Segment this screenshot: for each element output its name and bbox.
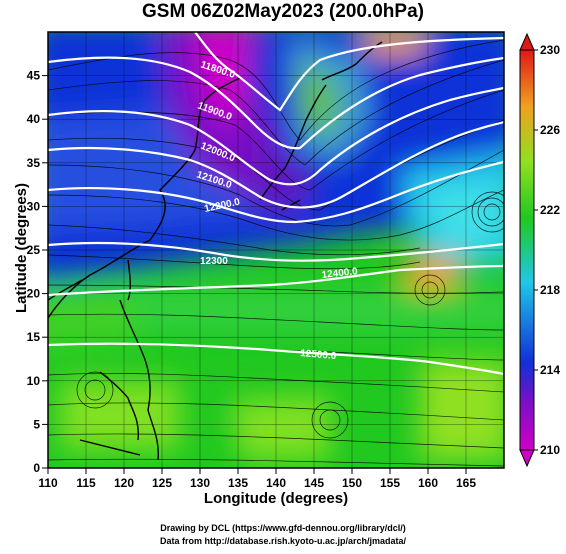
y-tick-5: 5 bbox=[33, 417, 40, 431]
x-tick-140: 140 bbox=[266, 476, 286, 490]
colorbar-max-arrow bbox=[519, 32, 535, 51]
colorbar-label-214: 214 bbox=[540, 363, 560, 377]
contour-line-12500 bbox=[48, 342, 504, 376]
y-tick-25: 25 bbox=[27, 243, 41, 257]
contour-line-11900 bbox=[48, 56, 504, 150]
y-axis-label: Latitude (degrees) bbox=[13, 182, 30, 314]
contour-line-12400 bbox=[48, 264, 504, 297]
x-axis-label: Longitude (degrees) bbox=[203, 490, 349, 507]
x-tick-130: 130 bbox=[190, 476, 210, 490]
colorbar-label-222: 222 bbox=[540, 203, 560, 217]
x-tick-120: 120 bbox=[114, 476, 134, 490]
y-tick-labels: 0 5 10 15 20 25 30 35 40 45 bbox=[27, 69, 41, 475]
y-tick-0: 0 bbox=[33, 461, 40, 475]
contour-line-12200 bbox=[48, 160, 504, 224]
x-tick-160: 160 bbox=[418, 476, 438, 490]
contour-line-12300 bbox=[48, 241, 504, 262]
colorbar-label-230: 230 bbox=[540, 43, 560, 57]
contour-line-11800 bbox=[194, 32, 504, 112]
colorbar-gradient bbox=[519, 49, 535, 451]
x-tick-labels: 110 115 120 125 130 135 140 145 150 155 … bbox=[38, 476, 476, 490]
credits: Drawing by DCL (https://www.gfd-dennou.o… bbox=[0, 522, 566, 548]
credit-data: Data from http://database.rish.kyoto-u.a… bbox=[159, 536, 407, 546]
contour-line-12000 bbox=[48, 86, 504, 186]
y-tick-40: 40 bbox=[27, 112, 41, 126]
x-tick-125: 125 bbox=[152, 476, 172, 490]
grid bbox=[48, 32, 504, 468]
axis-ticks bbox=[42, 75, 467, 474]
contour-label-12500: 12500.0 bbox=[300, 348, 337, 362]
y-tick-35: 35 bbox=[27, 156, 41, 170]
x-tick-165: 165 bbox=[456, 476, 476, 490]
credit-drawing: Drawing by DCL (https://www.gfd-dennou.o… bbox=[160, 523, 406, 533]
x-tick-155: 155 bbox=[380, 476, 400, 490]
y-tick-10: 10 bbox=[27, 374, 41, 388]
y-tick-15: 15 bbox=[27, 330, 41, 344]
contour-line-12100 bbox=[48, 120, 504, 209]
x-tick-135: 135 bbox=[228, 476, 248, 490]
contour-label-12300: 12300 bbox=[200, 256, 228, 267]
x-tick-115: 115 bbox=[76, 476, 96, 490]
height-contours bbox=[48, 32, 504, 376]
colorbar: 230 226 222 218 214 210 bbox=[519, 32, 560, 468]
colorbar-label-210: 210 bbox=[540, 443, 560, 457]
y-tick-30: 30 bbox=[27, 199, 41, 213]
chart-title: GSM 06Z02May2023 (200.0hPa) bbox=[142, 1, 424, 22]
x-tick-150: 150 bbox=[342, 476, 362, 490]
colorbar-label-226: 226 bbox=[540, 123, 560, 137]
y-tick-20: 20 bbox=[27, 287, 41, 301]
x-tick-145: 145 bbox=[304, 476, 324, 490]
y-tick-45: 45 bbox=[27, 69, 41, 83]
colorbar-min-arrow bbox=[519, 449, 535, 468]
contour-label-12400: 12400.0 bbox=[321, 266, 359, 281]
colorbar-label-218: 218 bbox=[540, 283, 560, 297]
x-tick-110: 110 bbox=[38, 476, 58, 490]
